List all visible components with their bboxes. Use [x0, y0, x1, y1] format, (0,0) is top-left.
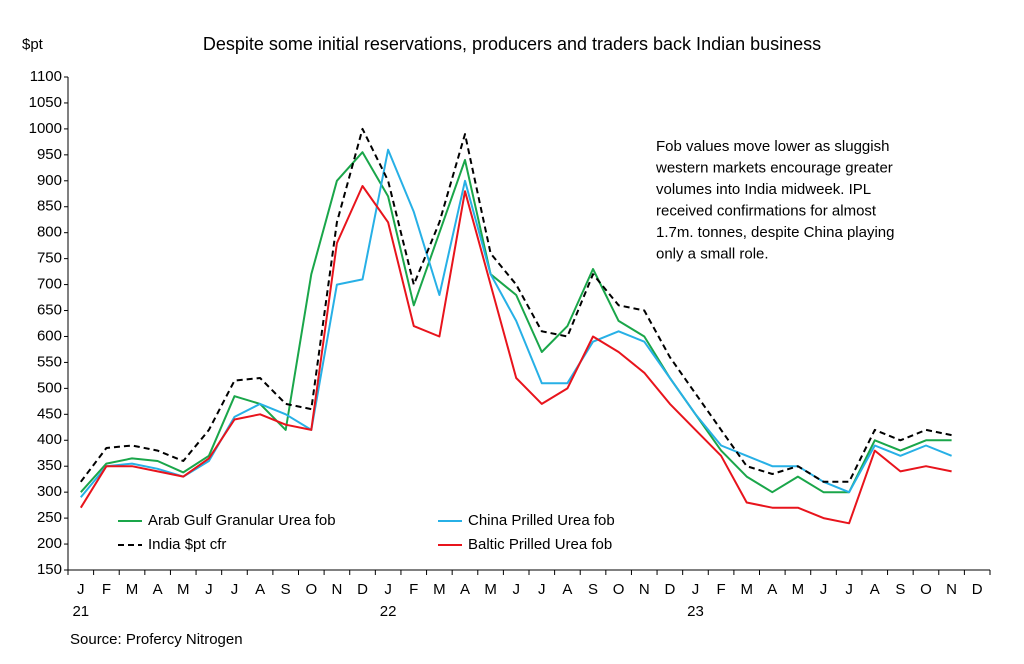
annotation: western markets encourage greater: [655, 159, 893, 176]
legend-label: Baltic Prilled Urea fob: [468, 536, 612, 553]
y-tick-label: 150: [37, 561, 62, 578]
x-tick-label: F: [716, 581, 725, 598]
y-tick-label: 1100: [30, 68, 62, 85]
y-tick-label: 250: [37, 509, 62, 526]
x-tick-label: A: [562, 581, 572, 598]
year-label: 23: [687, 603, 704, 620]
legend-label: India $pt cfr: [148, 536, 226, 553]
x-tick-label: J: [845, 581, 853, 598]
x-tick-label: J: [820, 581, 828, 598]
x-tick-label: N: [639, 581, 650, 598]
x-tick-label: M: [740, 581, 753, 598]
x-tick-label: M: [177, 581, 190, 598]
legend-label: China Prilled Urea fob: [468, 512, 615, 529]
x-tick-label: S: [895, 581, 905, 598]
y-tick-label: 200: [37, 535, 62, 552]
series-line: [80, 151, 952, 494]
x-tick-label: D: [664, 581, 675, 598]
y-tick-label: 1050: [29, 94, 62, 111]
annotation: volumes into India midweek. IPL: [656, 181, 871, 198]
x-tick-label: J: [538, 581, 546, 598]
source: Source: Profercy Nitrogen: [70, 631, 243, 648]
y-axis-label: $pt: [22, 36, 44, 53]
y-tick-label: 1000: [29, 120, 62, 137]
y-tick-label: 600: [37, 327, 62, 344]
y-tick-label: 900: [37, 172, 62, 189]
x-tick-label: J: [384, 581, 392, 598]
x-tick-label: N: [946, 581, 957, 598]
x-tick-label: J: [692, 581, 700, 598]
series-line: [80, 127, 952, 483]
x-tick-label: S: [588, 581, 598, 598]
x-tick-label: A: [255, 581, 265, 598]
x-tick-label: D: [972, 581, 983, 598]
chart-title: Despite some initial reservations, produ…: [203, 34, 821, 54]
x-tick-label: D: [357, 581, 368, 598]
x-tick-label: F: [102, 581, 111, 598]
legend-label: Arab Gulf Granular Urea fob: [148, 512, 336, 529]
x-tick-label: O: [613, 581, 625, 598]
y-tick-label: 300: [37, 483, 62, 500]
y-tick-label: 850: [37, 198, 62, 215]
y-tick-label: 950: [37, 146, 62, 163]
annotation: 1.7m. tonnes, despite China playing: [656, 224, 894, 241]
x-tick-label: J: [231, 581, 239, 598]
year-label: 21: [72, 603, 89, 620]
series-line: [79, 185, 952, 525]
x-tick-label: M: [126, 581, 139, 598]
year-label: 22: [380, 603, 397, 620]
x-tick-label: J: [77, 581, 85, 598]
y-tick-label: 650: [37, 301, 62, 318]
x-tick-label: S: [281, 581, 291, 598]
x-tick-label: M: [792, 581, 805, 598]
x-tick-label: M: [484, 581, 497, 598]
x-tick-label: M: [433, 581, 446, 598]
x-tick-label: J: [512, 581, 520, 598]
x-tick-label: O: [305, 581, 317, 598]
y-tick-label: 500: [37, 379, 62, 396]
x-tick-label: A: [460, 581, 470, 598]
y-tick-label: 800: [37, 224, 62, 241]
annotation: received confirmations for almost: [656, 202, 877, 219]
y-tick-label: 550: [37, 353, 62, 370]
y-tick-label: 350: [37, 457, 62, 474]
y-tick-label: 450: [37, 405, 62, 422]
annotation: only a small role.: [656, 245, 769, 262]
x-tick-label: O: [920, 581, 932, 598]
x-tick-label: J: [205, 581, 213, 598]
x-tick-label: F: [409, 581, 418, 598]
y-tick-label: 750: [37, 250, 62, 267]
y-tick-label: 400: [37, 431, 62, 448]
x-tick-label: A: [153, 581, 163, 598]
x-tick-label: A: [767, 581, 777, 598]
x-tick-label: A: [870, 581, 880, 598]
annotation: Fob values move lower as sluggish: [656, 138, 889, 155]
y-tick-label: 700: [37, 276, 62, 293]
x-tick-label: N: [331, 581, 342, 598]
